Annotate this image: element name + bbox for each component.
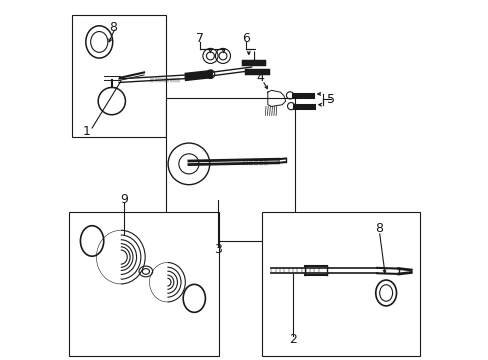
- Text: 1: 1: [82, 125, 90, 138]
- Text: 2: 2: [288, 333, 296, 346]
- Bar: [165, 98, 294, 241]
- Text: 7: 7: [195, 32, 203, 45]
- Bar: [69, 212, 219, 356]
- Text: 8: 8: [109, 21, 118, 34]
- Text: 6: 6: [242, 32, 250, 45]
- Text: 4: 4: [256, 71, 264, 84]
- Text: 8: 8: [374, 222, 382, 235]
- Text: 9: 9: [120, 193, 128, 206]
- Bar: [72, 15, 165, 137]
- Bar: [262, 212, 419, 356]
- Text: 3: 3: [213, 243, 221, 256]
- Text: 5: 5: [326, 93, 334, 106]
